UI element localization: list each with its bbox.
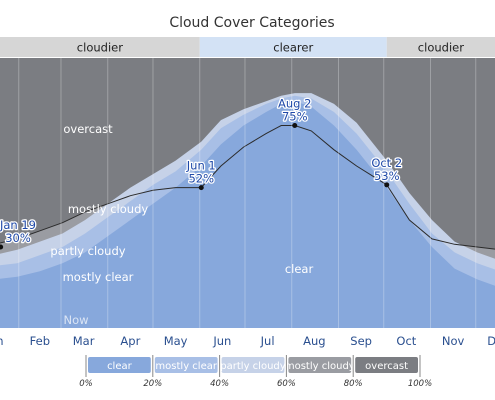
annotation-point-oct-2	[384, 182, 390, 188]
legend-tick-label-3: 60%	[277, 379, 296, 389]
annotation-point-jun-1	[198, 185, 204, 191]
legend-label-mostly-cloudy: mostly cloudy	[285, 361, 355, 372]
legend-tick-label-0: 0%	[79, 379, 93, 389]
month-label-nov: Nov	[442, 334, 465, 348]
annotation-value-aug-2: 75%	[282, 110, 308, 124]
annotation-date-jan-19: Jan 19	[0, 218, 36, 232]
legend-tick-label-4: 80%	[344, 379, 363, 389]
chart-title: Cloud Cover Categories	[169, 15, 334, 31]
month-label-jun: Jun	[212, 334, 231, 348]
season-label-cloudier-0: cloudier	[77, 41, 123, 55]
band-label-mostly-clear: mostly clear	[63, 270, 134, 284]
season-band-cloudier-2	[386, 37, 495, 57]
month-label-oct: Oct	[396, 334, 416, 348]
month-label-may: May	[164, 334, 188, 348]
legend-swatch-mostly-cloudy	[288, 357, 352, 373]
legend-label-clear: clear	[107, 361, 133, 372]
band-label-clear: clear	[285, 262, 314, 276]
annotation-date-jun-1: Jun 1	[186, 159, 216, 173]
legend-label-mostly-clear: mostly clear	[155, 361, 217, 372]
band-label-partly-cloudy: partly cloudy	[50, 244, 125, 258]
month-label-jul: Jul	[260, 334, 275, 348]
season-label-clearer-1: clearer	[273, 41, 313, 55]
legend-swatch-overcast	[355, 357, 418, 373]
band-label-mostly-cloudy: mostly cloudy	[68, 202, 149, 216]
season-label-cloudier-2: cloudier	[418, 41, 464, 55]
legend-swatch-mostly-clear	[154, 357, 218, 373]
legend-swatch-clear	[88, 357, 151, 373]
annotation-value-oct-2: 53%	[374, 169, 400, 183]
legend-tick-label-5: 100%	[408, 379, 432, 389]
annotation-value-jan-19: 30%	[5, 231, 31, 245]
month-label-mar: Mar	[73, 334, 95, 348]
area-clear	[0, 101, 495, 328]
legend-tick-label-2: 40%	[210, 379, 229, 389]
legend-tick-label-1: 20%	[143, 379, 162, 389]
month-label-sep: Sep	[350, 334, 372, 348]
legend-swatch-partly-cloudy	[221, 357, 285, 373]
band-label-overcast: overcast	[63, 122, 113, 136]
now-marker-label: Now	[63, 313, 88, 327]
annotation-date-oct-2: Oct 2	[371, 156, 402, 170]
month-label-aug: Aug	[303, 334, 325, 348]
month-label-feb: Feb	[30, 334, 50, 348]
annotation-point-aug-2	[292, 123, 298, 128]
annotation-date-aug-2: Aug 2	[278, 97, 311, 111]
annotation-point-jan-19	[0, 244, 4, 250]
legend-label-partly-cloudy: partly cloudy	[220, 361, 285, 372]
month-label-apr: Apr	[120, 334, 140, 348]
month-label-jan: Jan	[0, 334, 3, 348]
season-band-cloudier-0	[0, 37, 200, 57]
overcast-boundary-line	[0, 125, 495, 250]
season-band-clearer-1	[199, 37, 387, 57]
month-label-dec: Dec	[487, 334, 495, 348]
legend-label-overcast: overcast	[365, 361, 408, 372]
annotation-value-jun-1: 52%	[188, 172, 214, 186]
